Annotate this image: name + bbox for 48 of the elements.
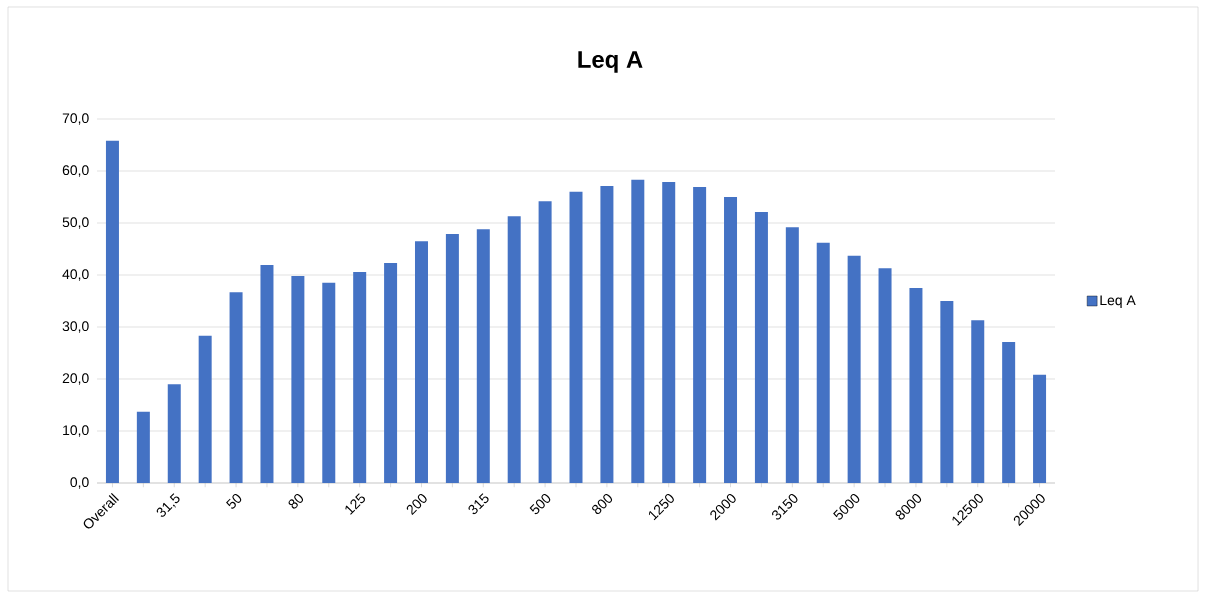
bar: [322, 282, 336, 483]
bar: [693, 187, 707, 483]
bar: [724, 197, 738, 483]
bar: [198, 335, 212, 483]
x-tick-label: 200: [406, 494, 427, 516]
y-tick-label: 0,0: [70, 477, 89, 489]
bar: [600, 186, 614, 483]
bar: [538, 201, 552, 483]
y-tick-label: 10,0: [63, 425, 89, 437]
bar: [105, 140, 119, 483]
bar: [816, 242, 830, 483]
bar: [631, 179, 645, 483]
bar: [847, 255, 861, 483]
bar: [167, 384, 181, 483]
bar: [445, 233, 459, 483]
legend-label: Leq A: [1100, 295, 1136, 308]
bar: [260, 265, 274, 483]
x-tick-label: 125: [345, 493, 365, 515]
x-tick-label: 50: [226, 494, 242, 509]
bar: [662, 181, 676, 483]
x-tick-label: 315: [468, 493, 489, 515]
x-tick-label: 800: [592, 494, 613, 515]
bar: [971, 320, 985, 483]
bar: [353, 271, 367, 483]
y-tick-label: 60,0: [62, 165, 89, 177]
y-tick-label: 70,0: [62, 113, 89, 125]
bar: [754, 212, 768, 483]
x-tick-label: 80: [288, 494, 304, 509]
bar: [291, 276, 305, 483]
bar: [136, 411, 150, 483]
bar: [229, 292, 243, 483]
y-tick-label: 20,0: [62, 373, 89, 385]
bar: [414, 241, 428, 483]
bar: [476, 229, 490, 483]
y-tick-label: 40,0: [62, 269, 89, 281]
bar: [940, 301, 954, 483]
bar: [909, 288, 923, 483]
x-tick-label: 500: [529, 494, 551, 515]
bar: [569, 191, 583, 483]
chart-title: Leq A: [578, 51, 643, 73]
y-tick-label: 50,0: [62, 217, 89, 229]
y-tick-label: 30,0: [62, 321, 89, 333]
bar: [878, 268, 892, 483]
bar: [785, 227, 799, 483]
bar: [507, 216, 521, 483]
bar: [1033, 374, 1047, 483]
bar: [1002, 342, 1016, 483]
bar: [384, 263, 398, 483]
